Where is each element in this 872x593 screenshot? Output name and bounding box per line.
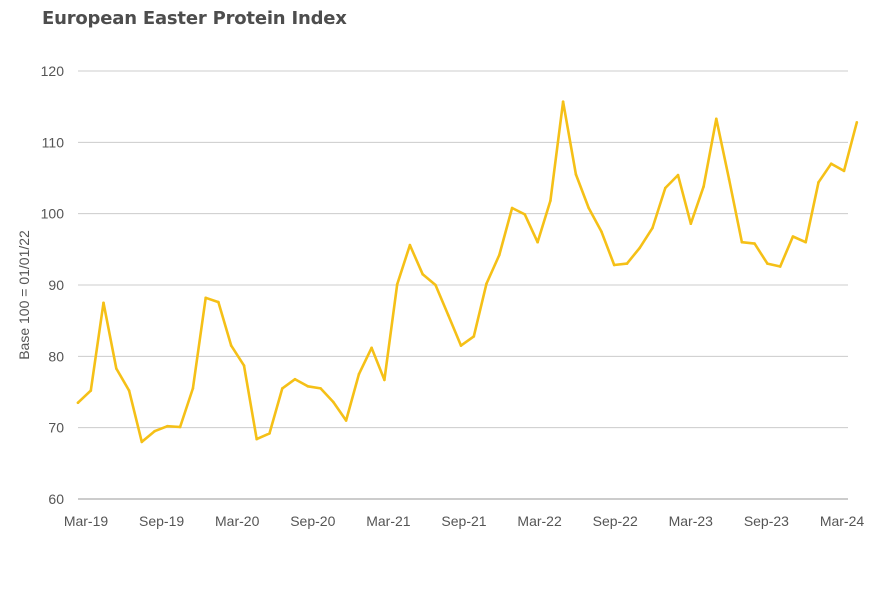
data-point	[561, 100, 565, 103]
data-point	[727, 178, 731, 181]
data-point	[702, 185, 705, 188]
data-point	[855, 121, 859, 124]
data-point	[306, 385, 310, 388]
x-tick-label: Sep-21	[441, 513, 486, 529]
chart-title: European Easter Protein Index	[42, 8, 347, 29]
data-point	[715, 117, 718, 121]
data-point	[166, 424, 169, 428]
data-point	[127, 389, 131, 392]
data-point	[472, 335, 476, 338]
y-axis-label: Base 100 = 01/01/22	[16, 230, 32, 360]
data-point	[817, 181, 820, 184]
data-point	[549, 199, 552, 203]
x-tick-label: Mar-19	[64, 513, 109, 529]
data-point	[140, 440, 144, 444]
data-point	[293, 377, 297, 381]
data-point	[446, 313, 450, 317]
x-axis-ticks: Mar-19 Sep-19 Mar-20 Sep-20 Mar-21 Sep-21 Mar-…	[64, 513, 865, 529]
y-tick-label: 90	[48, 277, 64, 293]
data-point	[191, 387, 195, 390]
data-point	[791, 235, 795, 238]
y-tick-label: 120	[41, 63, 65, 79]
x-tick-label: Mar-24	[820, 513, 865, 529]
data-point	[344, 419, 348, 422]
data-point	[574, 173, 578, 176]
data-point	[689, 222, 693, 225]
data-point	[281, 387, 284, 390]
data-point	[268, 432, 271, 435]
x-tick-label: Mar-21	[366, 513, 411, 529]
data-point	[115, 367, 118, 370]
y-tick-label: 70	[48, 420, 64, 436]
data-point	[319, 387, 322, 390]
data-point	[498, 253, 501, 257]
data-point	[357, 372, 361, 376]
data-point	[638, 246, 641, 250]
x-tick-label: Sep-20	[290, 513, 335, 529]
data-point	[76, 401, 80, 405]
x-tick-label: Sep-22	[593, 513, 638, 529]
data-point	[178, 425, 182, 429]
data-point	[395, 283, 399, 286]
data-point	[536, 240, 539, 244]
data-point	[421, 273, 425, 276]
data-point	[153, 429, 156, 433]
y-axis-ticks: 60 70 80 90 100 110 120	[41, 63, 65, 507]
data-point	[587, 206, 590, 210]
data-point	[217, 300, 220, 304]
x-tick-label: Sep-23	[744, 513, 789, 529]
data-point	[459, 344, 463, 347]
data-point	[766, 262, 769, 265]
data-point	[102, 301, 105, 305]
series-line	[76, 100, 859, 444]
data-point	[600, 230, 603, 233]
data-point	[242, 364, 246, 367]
data-point	[383, 378, 386, 382]
y-tick-label: 100	[41, 206, 65, 222]
data-point	[204, 296, 207, 300]
data-point	[370, 346, 373, 350]
data-point	[804, 240, 807, 244]
x-tick-label: Mar-23	[669, 513, 714, 529]
series-layer	[76, 100, 859, 444]
data-point	[255, 437, 258, 441]
x-tick-label: Sep-19	[139, 513, 184, 529]
data-point	[485, 282, 488, 285]
data-point	[612, 263, 616, 267]
data-point	[332, 400, 335, 404]
data-point	[842, 169, 846, 173]
data-point	[408, 243, 412, 247]
data-point	[89, 389, 93, 392]
data-point	[625, 262, 629, 265]
data-point	[753, 242, 756, 245]
data-point	[778, 265, 782, 268]
data-point	[523, 213, 527, 216]
data-point	[510, 206, 514, 210]
y-tick-label: 80	[48, 348, 64, 364]
data-point	[664, 186, 667, 190]
data-point	[651, 226, 654, 230]
x-tick-label: Mar-22	[517, 513, 562, 529]
data-point	[229, 344, 233, 347]
x-tick-label: Mar-20	[215, 513, 260, 529]
data-point	[829, 162, 833, 165]
data-point	[676, 173, 680, 177]
data-point	[740, 240, 744, 244]
y-tick-label: 60	[48, 491, 64, 507]
data-point	[434, 283, 437, 287]
gridlines	[78, 70, 848, 500]
y-tick-label: 110	[42, 134, 65, 150]
